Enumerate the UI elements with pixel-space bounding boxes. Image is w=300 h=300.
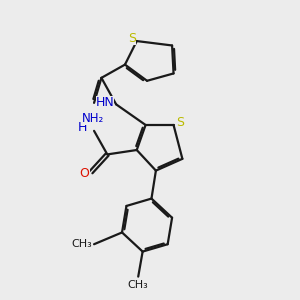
Text: HN: HN: [96, 95, 114, 109]
Text: S: S: [176, 116, 184, 128]
Text: S: S: [128, 32, 136, 45]
Text: NH₂: NH₂: [82, 112, 104, 125]
Text: CH₃: CH₃: [128, 280, 148, 290]
Text: O: O: [96, 96, 106, 110]
Text: H: H: [78, 122, 88, 134]
Text: CH₃: CH₃: [71, 239, 92, 249]
Text: O: O: [80, 167, 90, 180]
